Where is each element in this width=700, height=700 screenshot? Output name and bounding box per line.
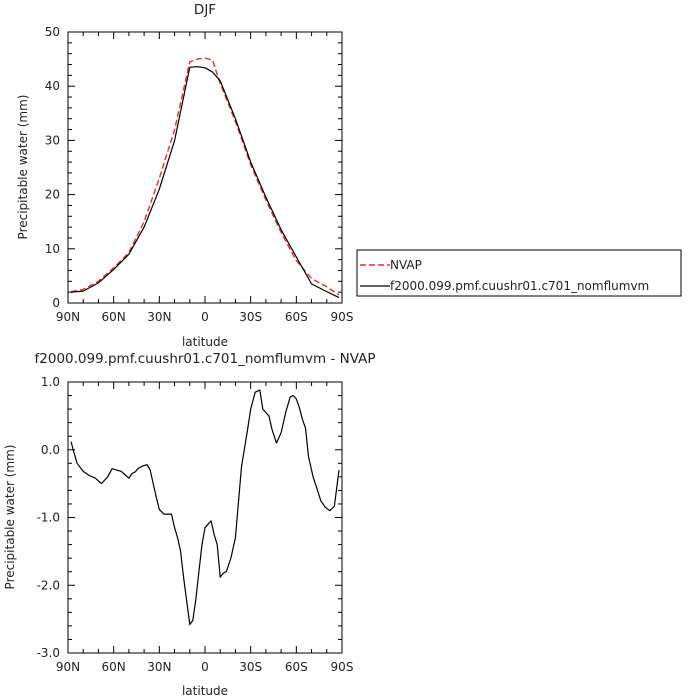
top-series-line-0 [70,57,340,296]
top-x-tick-label: 60N [102,310,126,324]
bottom-x-axis-label: latitude [182,684,228,698]
top-x-tick-label: 90S [331,310,354,324]
bottom-chart-title: f2000.099.pmf.cuushr01.c701_nomflumvm - … [35,351,376,367]
legend-box [356,249,682,297]
top-x-tick-label: 30S [239,310,262,324]
top-y-axis-label: Precipitable water (mm) [16,95,30,240]
legend-label-nvap: NVAP [390,258,422,272]
top-axis-ticks [67,31,343,304]
top-tick-labels: 90N 60N 30N 0 30S 60S 90S 0 10 20 30 40 50 [45,25,354,324]
bottom-tick-labels: 90N 60N 30N 0 30S 60S 90S 1.0 0.0 -1.0 -2.0 -3.0 [37,375,354,674]
bottom-x-tick-label: 60N [102,660,126,674]
top-x-tick-label: 30N [147,310,171,324]
bottom-x-tick-label: 90S [331,660,354,674]
top-chart-title: DJF [194,2,216,18]
bottom-series-line-0 [70,389,340,626]
top-x-tick-label: 90N [56,310,80,324]
bottom-panel: f2000.099.pmf.cuushr01.c701_nomflumvm - … [3,351,375,698]
legend-label-model: f2000.099.pmf.cuushr01.c701_nomflumvm [390,279,649,293]
legend: NVAP f2000.099.pmf.cuushr01.c701_nomflum… [356,249,682,297]
bottom-plot-frame [67,381,343,654]
bottom-y-tick-label: 1.0 [41,375,60,389]
bottom-axis-ticks [67,381,343,654]
top-panel: DJF 90N 60N 30N 0 30S 60S 90S 0 10 20 30 40 50 latit… [16,2,353,349]
bottom-series-lines [70,389,340,626]
top-y-tick-label: 50 [45,25,60,39]
bottom-x-tick-label: 30N [147,660,171,674]
bottom-y-tick-label: -1.0 [37,511,60,525]
top-x-tick-label: 60S [285,310,308,324]
top-y-tick-label: 20 [45,188,60,202]
top-y-tick-label: 40 [45,79,60,93]
bottom-y-axis-label: Precipitable water (mm) [3,445,17,590]
bottom-x-tick-label: 30S [239,660,262,674]
top-series-line-1 [70,66,340,299]
bottom-x-tick-label: 90N [56,660,80,674]
top-series-lines [70,57,340,299]
bottom-x-tick-label: 0 [201,660,209,674]
bottom-y-tick-label: -2.0 [37,578,60,592]
top-x-axis-label: latitude [182,335,228,349]
bottom-y-tick-label: 0.0 [41,443,60,457]
bottom-y-tick-label: -3.0 [37,646,60,660]
top-y-tick-label: 30 [45,133,60,147]
bottom-x-tick-label: 60S [285,660,308,674]
top-y-tick-label: 10 [45,242,60,256]
top-plot-frame [67,31,343,304]
top-x-tick-label: 0 [201,310,209,324]
top-y-tick-label: 0 [52,296,60,310]
